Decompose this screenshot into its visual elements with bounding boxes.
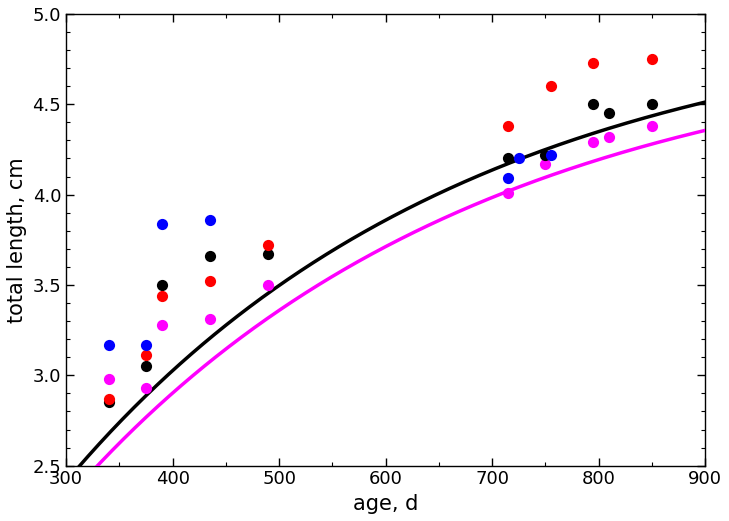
- Point: [204, 252, 216, 260]
- Point: [539, 151, 551, 159]
- Point: [588, 100, 599, 108]
- Point: [262, 250, 274, 258]
- Point: [103, 394, 114, 403]
- Point: [502, 122, 514, 130]
- Point: [588, 138, 599, 146]
- Point: [156, 292, 168, 300]
- Point: [156, 219, 168, 228]
- Point: [204, 216, 216, 224]
- Point: [204, 277, 216, 286]
- Y-axis label: total length, cm: total length, cm: [7, 157, 27, 322]
- X-axis label: age, d: age, d: [353, 494, 418, 514]
- Point: [646, 55, 658, 63]
- Point: [502, 174, 514, 182]
- Point: [103, 398, 114, 406]
- Point: [604, 109, 615, 117]
- Point: [513, 154, 525, 163]
- Point: [545, 151, 556, 159]
- Point: [539, 160, 551, 168]
- Point: [103, 340, 114, 349]
- Point: [646, 122, 658, 130]
- Point: [262, 241, 274, 250]
- Point: [140, 384, 152, 392]
- Point: [588, 58, 599, 67]
- Point: [140, 351, 152, 359]
- Point: [140, 362, 152, 370]
- Point: [140, 340, 152, 349]
- Point: [204, 315, 216, 324]
- Point: [604, 133, 615, 141]
- Point: [646, 100, 658, 108]
- Point: [545, 82, 556, 90]
- Point: [502, 189, 514, 197]
- Point: [156, 320, 168, 329]
- Point: [156, 281, 168, 289]
- Point: [103, 375, 114, 383]
- Point: [262, 281, 274, 289]
- Point: [502, 154, 514, 163]
